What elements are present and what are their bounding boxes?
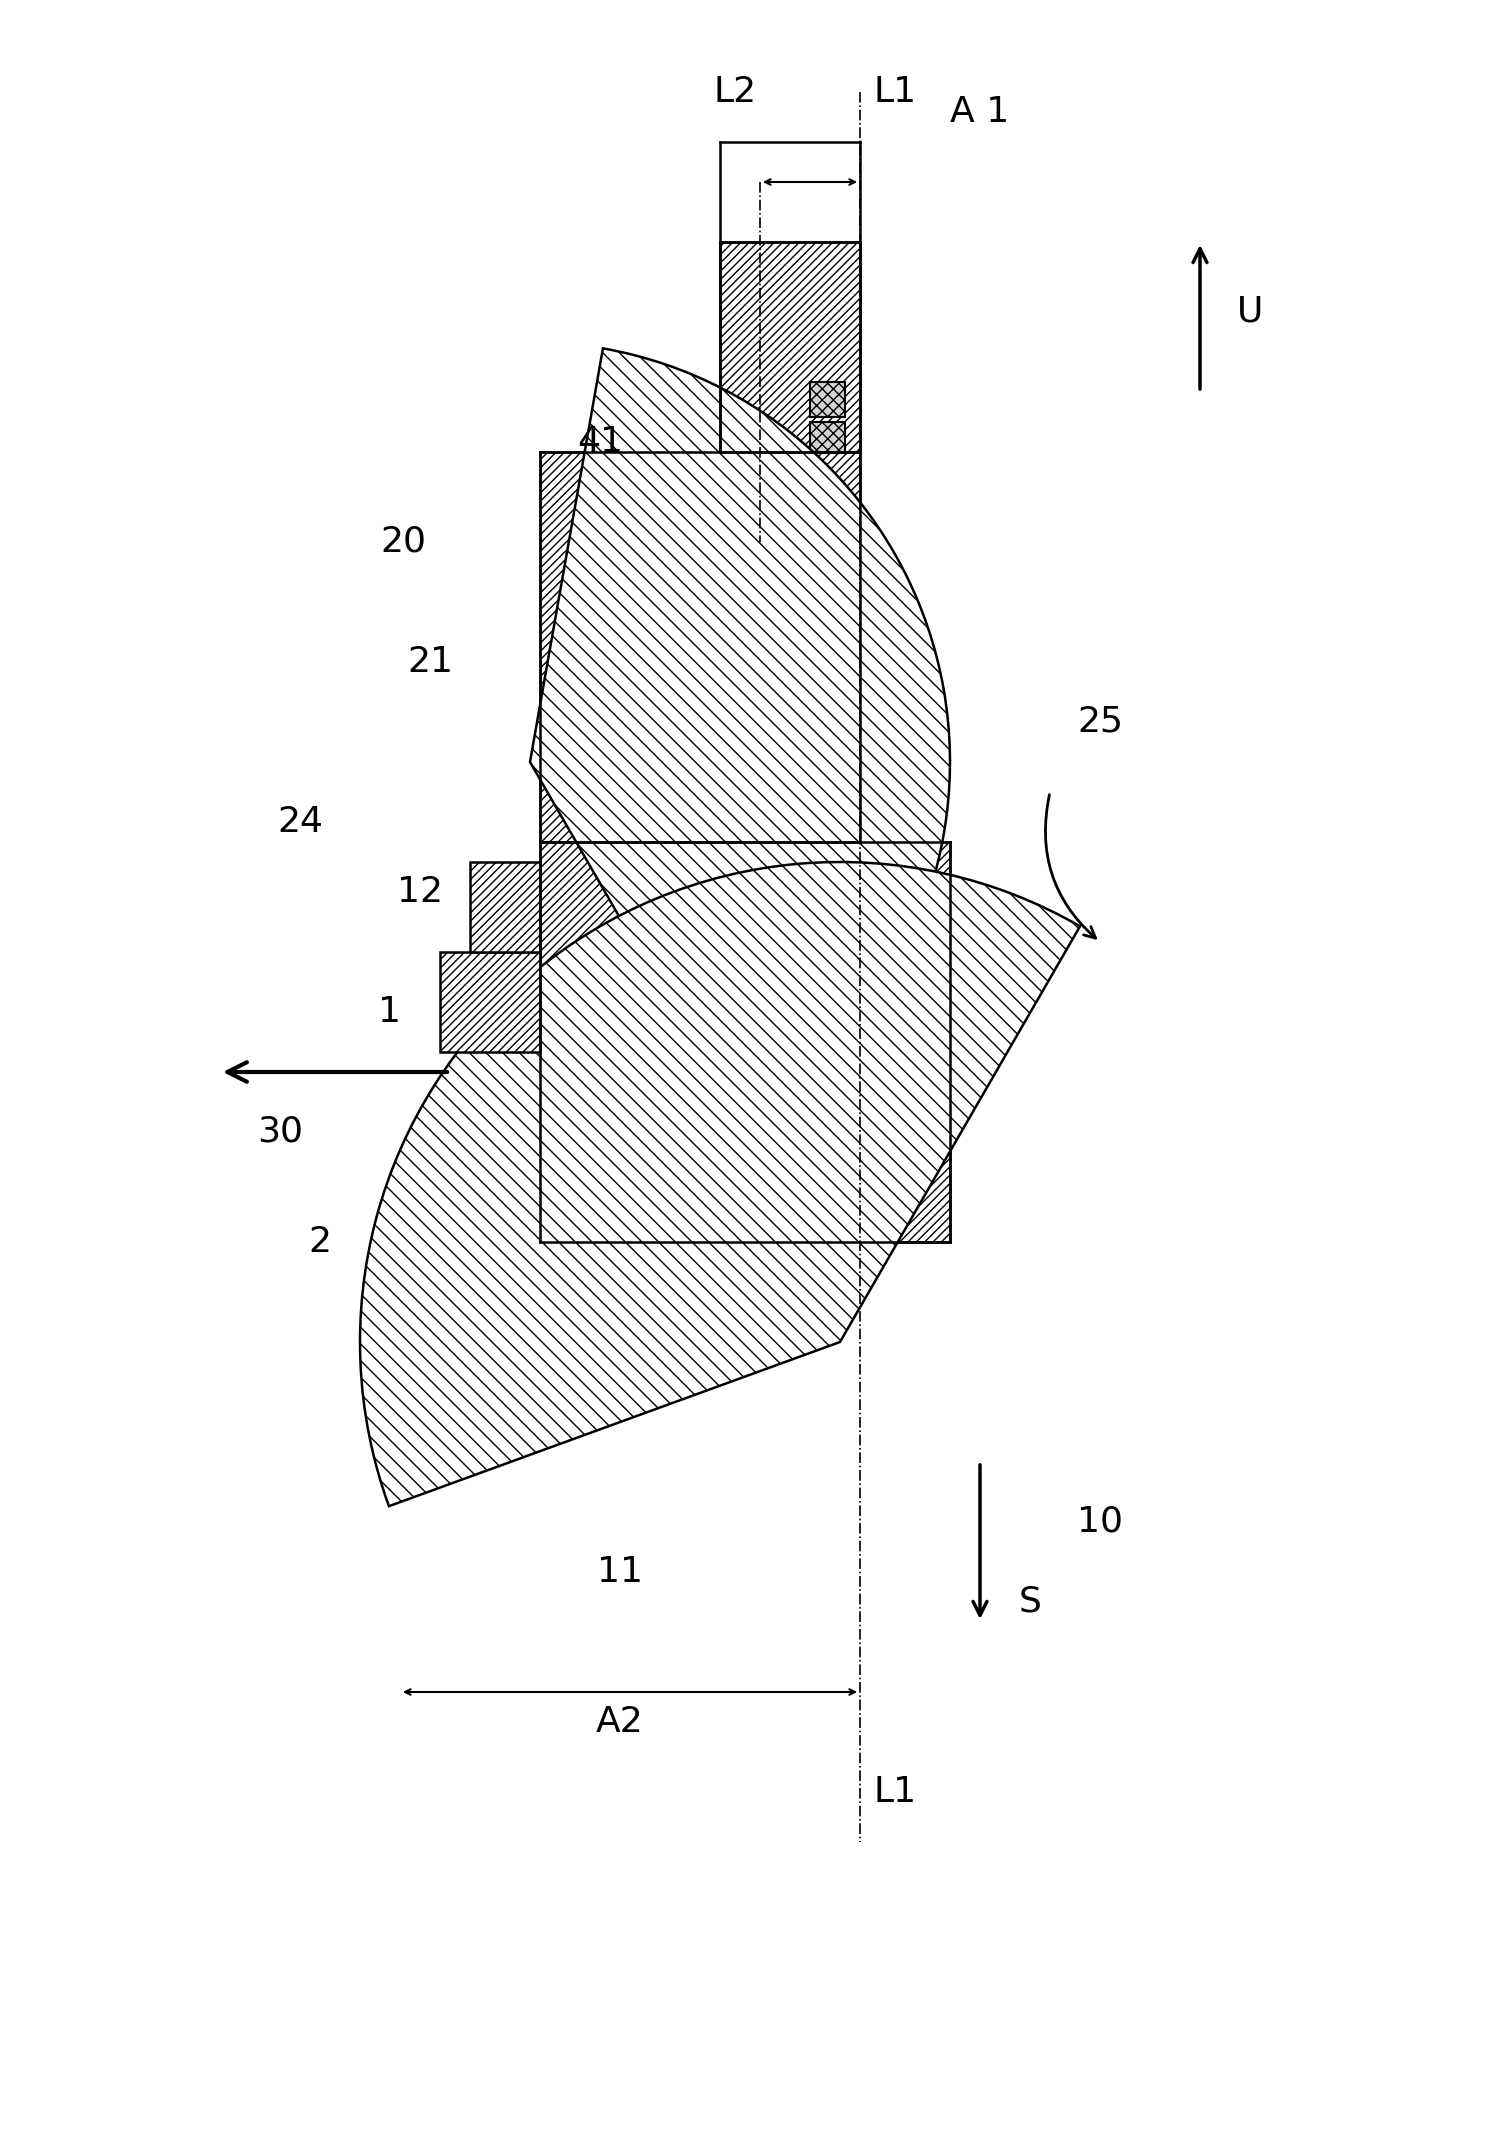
Polygon shape bbox=[900, 891, 934, 927]
Polygon shape bbox=[810, 381, 845, 418]
Text: L2: L2 bbox=[714, 75, 756, 109]
Text: L1: L1 bbox=[874, 75, 916, 109]
Text: 10: 10 bbox=[1077, 1506, 1123, 1538]
Wedge shape bbox=[531, 349, 950, 1127]
Text: 1: 1 bbox=[378, 996, 402, 1028]
Text: A2: A2 bbox=[596, 1705, 644, 1739]
Text: A 1: A 1 bbox=[951, 94, 1010, 129]
Polygon shape bbox=[900, 942, 934, 977]
Text: 30: 30 bbox=[257, 1116, 302, 1148]
Text: 21: 21 bbox=[407, 645, 454, 679]
Text: 11: 11 bbox=[597, 1555, 643, 1589]
Text: L1: L1 bbox=[874, 1776, 916, 1810]
Text: 12: 12 bbox=[398, 874, 443, 908]
Polygon shape bbox=[540, 842, 950, 1242]
Polygon shape bbox=[470, 861, 540, 951]
Text: 25: 25 bbox=[1077, 705, 1123, 739]
Wedge shape bbox=[360, 861, 1080, 1506]
Polygon shape bbox=[540, 452, 860, 842]
Text: 41: 41 bbox=[578, 424, 623, 458]
Polygon shape bbox=[720, 242, 860, 452]
Text: U: U bbox=[1237, 296, 1263, 330]
Polygon shape bbox=[650, 1182, 685, 1217]
Text: 20: 20 bbox=[380, 525, 426, 559]
Text: 2: 2 bbox=[308, 1225, 331, 1259]
Polygon shape bbox=[570, 662, 605, 696]
Text: 24: 24 bbox=[277, 805, 324, 840]
Polygon shape bbox=[810, 422, 845, 456]
Polygon shape bbox=[440, 951, 540, 1052]
Text: S: S bbox=[1019, 1585, 1042, 1619]
